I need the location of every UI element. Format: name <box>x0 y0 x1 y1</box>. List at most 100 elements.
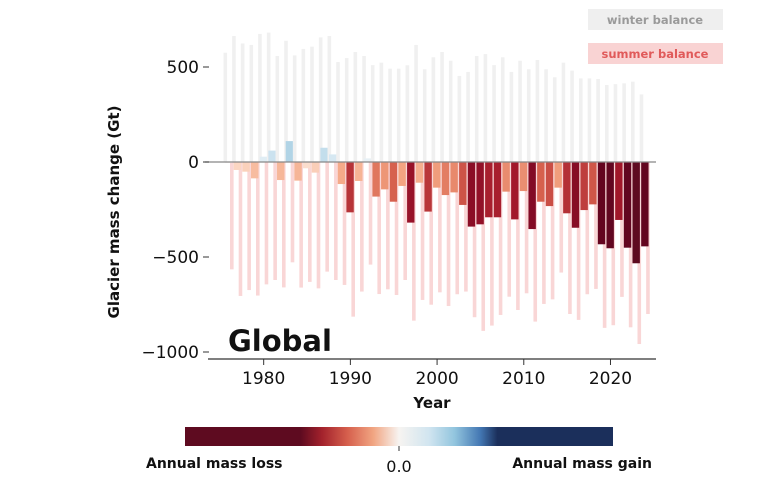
winter-balance-bar <box>492 65 496 162</box>
annual-balance-bar <box>615 162 623 220</box>
summer-balance-bar <box>282 162 286 288</box>
annual-balance-bar <box>268 150 276 162</box>
annual-balance-bar <box>329 154 337 162</box>
summer-balance-bar <box>446 162 451 307</box>
winter-balance-bar <box>336 62 340 163</box>
winter-balance-bar <box>440 51 444 162</box>
annual-balance-bar <box>528 162 536 230</box>
legend: winter balance summer balance <box>588 9 723 64</box>
winter-balance-bar <box>535 59 540 162</box>
annual-balance-bar <box>641 162 649 247</box>
winter-balance-bar <box>509 71 514 162</box>
winter-balance-bar <box>396 68 401 162</box>
annual-balance-bar <box>311 162 320 173</box>
winter-balance-bar <box>448 60 453 163</box>
winter-balance-bar <box>275 55 280 163</box>
winter-balance-bar <box>630 81 635 162</box>
summer-balance-bar <box>472 162 477 318</box>
x-axis: 1980 1990 2000 2010 2020 <box>242 359 632 389</box>
annual-balance-bar <box>424 162 432 212</box>
summer-balance-bar <box>438 162 442 293</box>
annual-balance-bar <box>537 162 545 202</box>
summer-balance-bar <box>264 162 269 285</box>
winter-balance-bar <box>327 36 332 162</box>
summer-balance-bar <box>247 162 251 291</box>
colorbar-zero-label: 0.0 <box>386 457 411 476</box>
summer-balance-bar <box>576 162 581 320</box>
annual-balance-bar <box>623 162 632 248</box>
colorbar: Annual mass loss 0.0 Annual mass gain <box>146 427 652 476</box>
winter-balance-bar <box>639 94 644 162</box>
winter-balance-bar <box>570 70 574 162</box>
winter-balance-bar <box>526 69 531 162</box>
colorbar-gain-label: Annual mass gain <box>512 456 652 472</box>
summer-balance-bar <box>394 162 399 295</box>
summer-balance-bar <box>256 162 260 296</box>
annual-balance-bar <box>459 162 467 205</box>
summer-balance-bar <box>351 162 355 317</box>
annual-balance-bar <box>493 162 502 218</box>
y-tick-label: −1000 <box>141 343 199 363</box>
summer-balance-bar <box>377 162 381 295</box>
summer-balance-bar <box>533 162 538 322</box>
annual-balance-bar <box>589 162 597 205</box>
summer-balance-bar <box>585 162 590 295</box>
annual-balance-bar <box>398 162 406 186</box>
summer-balance-bar <box>290 162 295 263</box>
annual-balance-bar <box>363 158 372 162</box>
winter-balance-bar <box>414 44 418 162</box>
legend-winter-box <box>588 9 723 30</box>
annual-balance-bar <box>554 162 562 188</box>
annual-balance-bar <box>545 162 554 207</box>
annual-balance-bar <box>407 162 415 223</box>
summer-balance-bar <box>386 162 390 290</box>
summer-balance-bar <box>403 162 407 280</box>
summer-balance-bar <box>481 162 486 331</box>
annual-balance-bar <box>294 162 302 181</box>
winter-balance-bar <box>405 65 410 162</box>
y-tick-label: −500 <box>152 248 199 268</box>
summer-balance-bar <box>325 162 329 272</box>
winter-balance-bar <box>232 36 236 162</box>
winter-balance-bar <box>370 65 375 162</box>
summer-balance-bar <box>342 162 347 285</box>
winter-balance-bar <box>266 32 271 162</box>
summer-balance-bar <box>524 162 529 294</box>
winter-balance-bar <box>587 78 592 162</box>
annual-balance-bar <box>519 162 528 192</box>
winter-balance-bar <box>544 69 548 162</box>
x-tick-label: 2010 <box>502 369 545 389</box>
annual-balance-bar <box>372 162 380 197</box>
winter-balance-bar <box>518 60 522 163</box>
summer-balance-bar <box>334 162 338 280</box>
colorbar-loss-label: Annual mass loss <box>146 456 283 472</box>
summer-balance-bar <box>542 162 546 304</box>
winter-balance-bar <box>292 55 297 162</box>
winter-balance-bar <box>500 57 505 163</box>
winter-balance-bar <box>596 78 600 162</box>
annual-balance-bar <box>450 162 458 193</box>
winter-balance-bar <box>474 55 479 163</box>
annual-balance-bar <box>597 162 606 245</box>
winter-balance-bar <box>622 83 626 162</box>
x-axis-label: Year <box>412 394 451 412</box>
x-tick-label: 2000 <box>415 369 458 389</box>
annual-balance-bar <box>303 162 311 169</box>
annual-balance-bar <box>502 162 510 192</box>
y-axis-label: Glacier mass change (Gt) <box>105 106 123 319</box>
annual-balance-bar <box>606 162 614 249</box>
annual-balance-bar <box>511 162 519 220</box>
annual-balance-bar <box>337 162 346 185</box>
winter-balance-bar <box>431 57 436 163</box>
annual-balance-bar <box>355 162 363 181</box>
summer-balance-bar <box>238 162 243 296</box>
summer-balance-bar <box>429 162 434 305</box>
legend-summer-box <box>588 43 723 64</box>
winter-balance-bar <box>457 75 462 162</box>
winter-balance-bar <box>379 62 384 162</box>
y-tick-label: 500 <box>167 58 199 78</box>
annual-balance-bar <box>285 141 294 162</box>
x-tick-label: 1980 <box>242 369 285 389</box>
annual-balance-bar <box>632 162 640 264</box>
annual-balance-bar <box>346 162 354 213</box>
